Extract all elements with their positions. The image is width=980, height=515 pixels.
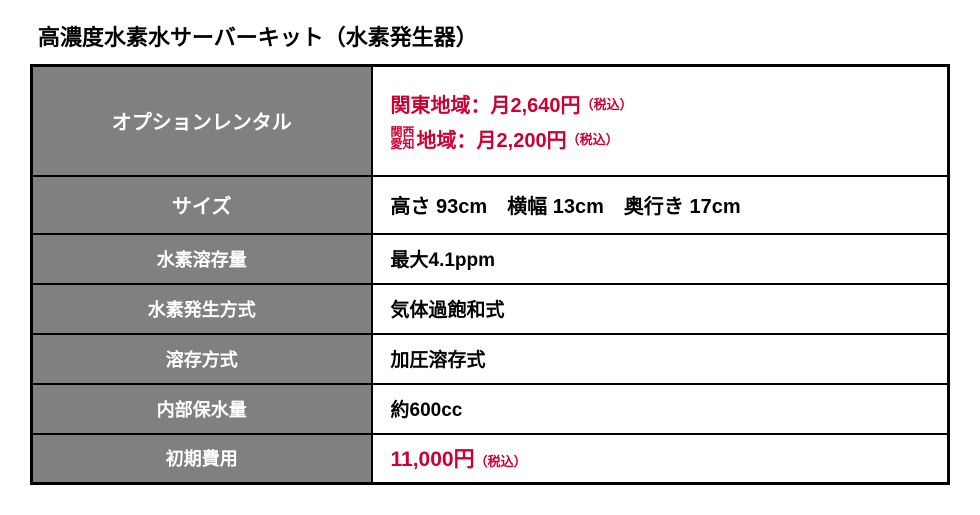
- row-dissolved: 水素溶存量 最大4.1ppm: [32, 234, 949, 284]
- rental-kanto-price: 2,640円: [511, 89, 581, 118]
- value-dissolve-method: 加圧溶存式: [372, 334, 949, 384]
- rental-kansai-price: 2,200円: [497, 124, 567, 153]
- value-capacity: 約600cc: [372, 384, 949, 434]
- value-initial: 11,000円（税込）: [372, 434, 949, 484]
- rental-kanto-prefix: 関東地域：月: [391, 89, 511, 118]
- row-initial: 初期費用 11,000円（税込）: [32, 434, 949, 484]
- row-capacity: 内部保水量 約600cc: [32, 384, 949, 434]
- label-dissolved: 水素溶存量: [32, 234, 372, 284]
- label-method: 水素発生方式: [32, 284, 372, 334]
- label-capacity: 内部保水量: [32, 384, 372, 434]
- rental-kanto-line: 関東地域：月2,640円（税込）: [391, 89, 948, 118]
- initial-tax: （税込）: [475, 454, 527, 469]
- rental-kansai-tax: （税込）: [567, 129, 619, 148]
- label-dissolve-method: 溶存方式: [32, 334, 372, 384]
- value-method: 気体過飽和式: [372, 284, 949, 334]
- initial-price: 11,000円: [391, 448, 475, 471]
- rental-kanto-tax: （税込）: [581, 94, 633, 113]
- page-title: 高濃度水素水サーバーキット（水素発生器）: [30, 20, 950, 52]
- rental-kansai-line: 関西 愛知 地域：月2,200円（税込）: [391, 124, 948, 153]
- value-rental: 関東地域：月2,640円（税込） 関西 愛知 地域：月2,200円（税込）: [372, 66, 949, 176]
- rental-kansai-suffix: 地域：月: [417, 124, 497, 153]
- row-rental: オプションレンタル 関東地域：月2,640円（税込） 関西 愛知 地域：月2,2…: [32, 66, 949, 176]
- row-dissolve-method: 溶存方式 加圧溶存式: [32, 334, 949, 384]
- spec-table: オプションレンタル 関東地域：月2,640円（税込） 関西 愛知 地域：月2,2…: [30, 64, 950, 485]
- rental-kansai-bottom: 愛知: [391, 138, 415, 151]
- label-size: サイズ: [32, 176, 372, 234]
- label-rental: オプションレンタル: [32, 66, 372, 176]
- label-initial: 初期費用: [32, 434, 372, 484]
- rental-kansai-stack: 関西 愛知: [391, 126, 415, 151]
- value-size: 高さ 93cm 横幅 13cm 奥行き 17cm: [372, 176, 949, 234]
- row-method: 水素発生方式 気体過飽和式: [32, 284, 949, 334]
- row-size: サイズ 高さ 93cm 横幅 13cm 奥行き 17cm: [32, 176, 949, 234]
- value-dissolved: 最大4.1ppm: [372, 234, 949, 284]
